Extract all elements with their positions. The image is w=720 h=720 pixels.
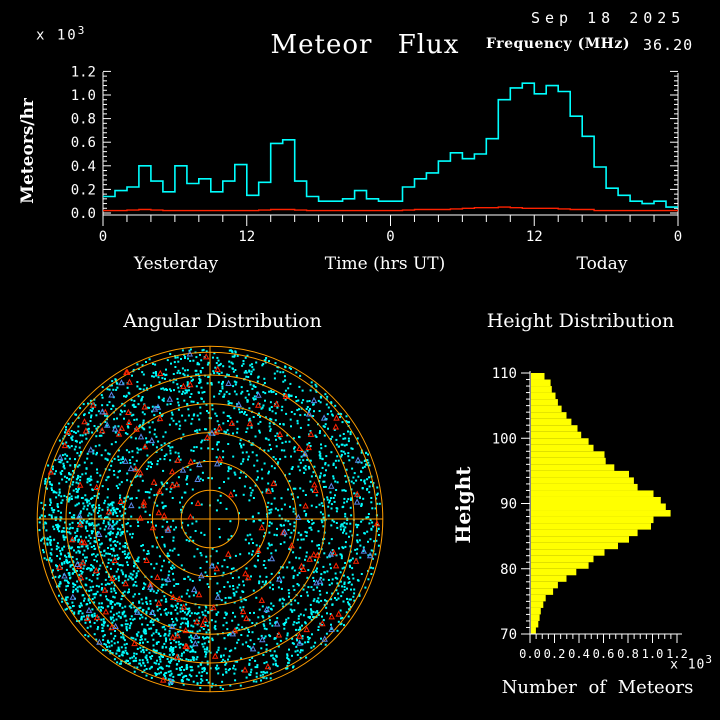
height-x-tick-labels: 0.0 0.2 0.4 0.6 0.8 1.0 1.2 [519,647,688,661]
meteor-flux-line [103,82,678,208]
height-y-tick-labels: 70 80 90 100 110 [492,366,517,643]
height-chart-title: Height Distribution [486,310,675,332]
height-scale-exponent: 3 [705,653,712,666]
svg-text:90: 90 [500,497,517,513]
frequency-label: Frequency (MHz) [486,36,630,52]
flux-y-axis-title: Meteors/hr [18,98,38,204]
svg-text:0: 0 [99,229,107,245]
background-level-line [103,206,678,212]
svg-text:0.0: 0.0 [519,647,541,661]
height-ticks [521,372,678,643]
svg-text:12: 12 [526,229,543,245]
day-label-yesterday: Yesterday [133,254,219,274]
svg-text:1.2: 1.2 [666,647,688,661]
angular-distribution-chart [36,345,384,693]
flux-x-axis-title: Time (hrs UT) [324,254,446,274]
height-y-axis-title: Height [451,466,475,544]
svg-text:0.0: 0.0 [71,206,96,222]
svg-text:1.2: 1.2 [71,64,96,80]
svg-text:1.0: 1.0 [642,647,664,661]
svg-text:0.2: 0.2 [544,647,566,661]
flux-x-tick-labels: 0 12 0 12 0 [99,229,682,245]
svg-text:12: 12 [238,229,255,245]
frequency-value: 36.20 [643,36,694,54]
svg-text:0.8: 0.8 [617,647,639,661]
height-x-axis-title: Number of Meteors [501,677,694,698]
red-echo-markers [47,353,381,683]
height-distribution-chart: 70 80 90 100 110 0.0 0.2 0.4 0.6 0.8 1.0 1.2 [492,366,688,661]
polar-grid [36,345,384,693]
blue-echo-markers [56,350,374,684]
day-label-today: Today [576,254,628,274]
svg-text:0.4: 0.4 [568,647,590,661]
flux-scale-mantissa: x 10 [36,27,78,44]
height-scale-mantissa: x 10 [670,657,706,673]
svg-text:0.8: 0.8 [71,112,96,128]
svg-text:0: 0 [674,229,682,245]
flux-chart: 0.0 0.2 0.4 0.6 0.8 1.0 1.2 0 12 0 12 0 [71,64,683,245]
flux-ticks [102,70,679,226]
svg-text:0.2: 0.2 [71,182,96,198]
angular-chart-title: Angular Distribution [123,310,322,332]
date-label: Sep 18 2025 [531,9,686,27]
svg-text:0.6: 0.6 [71,135,96,151]
svg-text:110: 110 [492,366,517,382]
flux-scale-exponent: 3 [77,24,85,37]
height-axes [529,371,682,635]
svg-text:1.0: 1.0 [71,88,96,104]
svg-text:0.6: 0.6 [593,647,615,661]
height-bars [531,373,671,635]
page-title: Meteor Flux [270,30,460,60]
flux-axes [102,72,679,216]
svg-text:0.4: 0.4 [71,159,96,175]
svg-text:80: 80 [500,562,517,578]
flux-y-tick-labels: 0.0 0.2 0.4 0.6 0.8 1.0 1.2 [71,64,96,222]
svg-text:100: 100 [492,431,517,447]
height-x-scale-label: x 103 [654,653,712,672]
svg-text:0: 0 [386,229,394,245]
svg-text:70: 70 [500,627,517,643]
flux-y-scale-label: x 103 [36,24,84,44]
